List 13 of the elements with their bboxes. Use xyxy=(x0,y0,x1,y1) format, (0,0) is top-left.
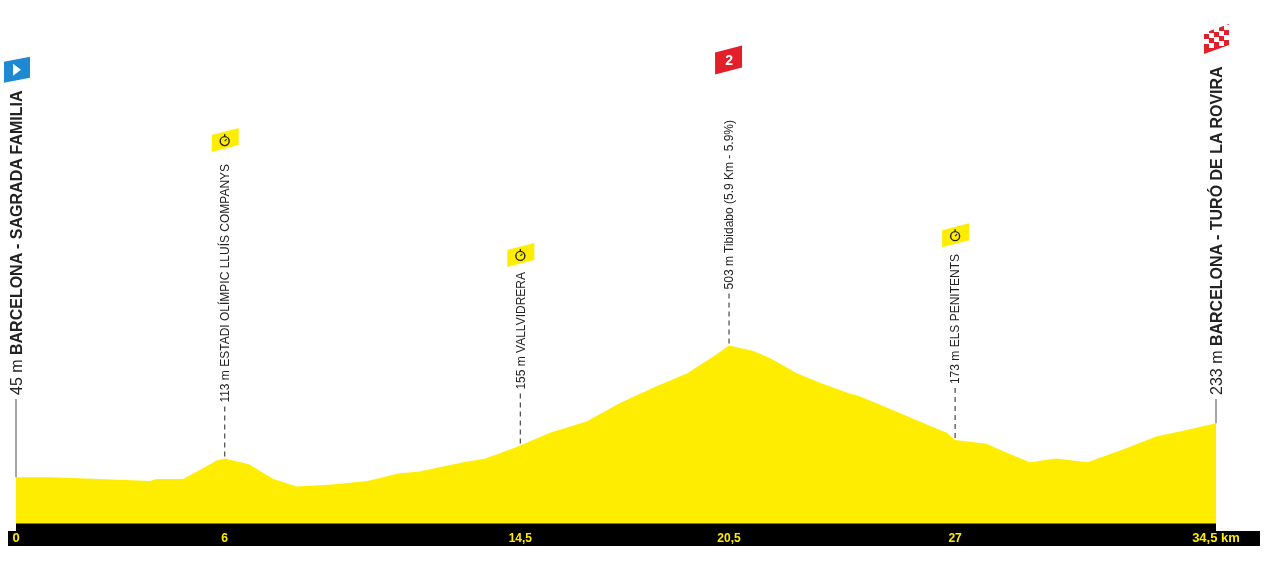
annotation: 233 m BARCELONA - TURÓ DE LA ROVIRA xyxy=(1206,65,1225,395)
x-tick-label: 0 xyxy=(12,530,20,545)
x-tick-label: 20,5 xyxy=(717,531,742,545)
annotation: 173 m ELS PENITENTS xyxy=(948,254,963,385)
x-tick-label: 6 xyxy=(221,531,229,545)
annotation: 155 m VALLVIDRERA xyxy=(513,272,528,390)
x-tick-label: 34,5 km xyxy=(1192,530,1240,545)
text: 2 xyxy=(725,52,734,69)
x-tick-label: 27 xyxy=(948,531,963,545)
annotation: 503 m Tibidabo (5.9 Km - 5.9%) xyxy=(722,119,737,290)
annotation: 113 m ESTADI OLÍMPIC LLUÍS COMPANYS xyxy=(217,163,233,403)
annotation: 45 m BARCELONA - SAGRADA FAMILIA xyxy=(7,89,25,395)
x-tick-label: 14,5 xyxy=(508,531,533,545)
